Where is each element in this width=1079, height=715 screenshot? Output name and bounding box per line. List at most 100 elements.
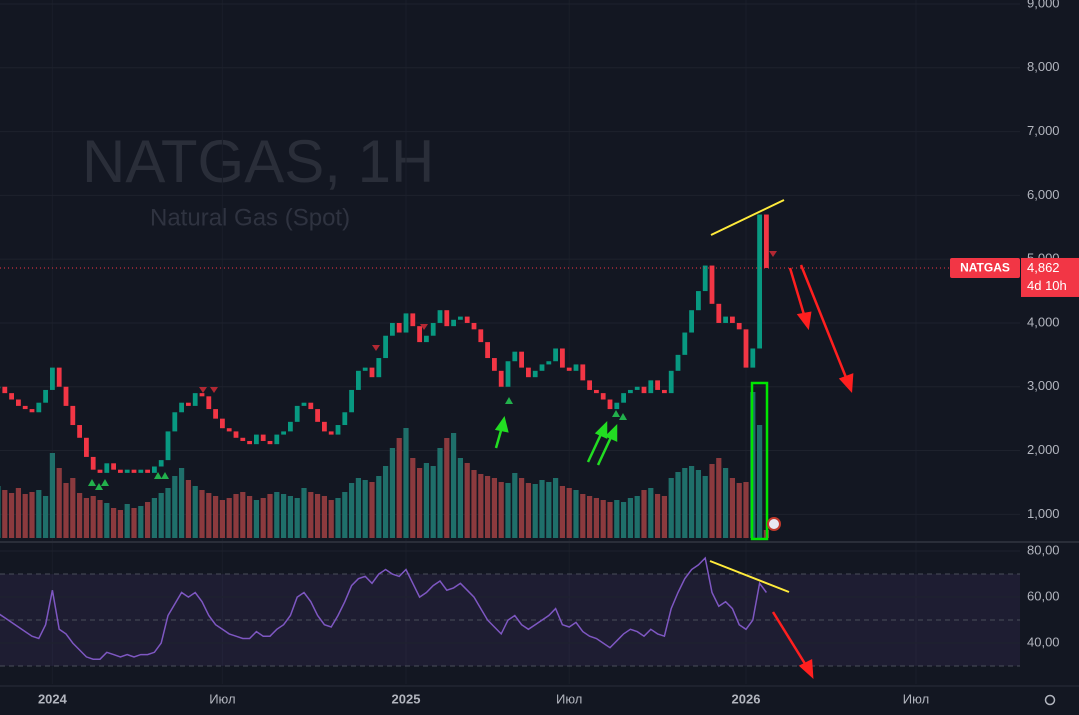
candle [750,348,756,368]
candle [478,329,484,343]
candle [22,405,28,410]
settings-icon[interactable] [1044,694,1056,706]
y-tick-label: 9,000 [1027,0,1060,10]
candle [417,326,422,343]
volume-bar [661,496,667,538]
candle [444,310,450,327]
volume-bar [573,490,579,538]
y-tick-label: 2,000 [1027,442,1060,457]
candle [43,389,48,403]
volume-bar [83,498,89,538]
volume-bar [260,498,266,538]
candle [471,322,477,330]
watermark-title: NATGAS, 1H [82,128,434,195]
arrow-head [594,420,608,439]
x-tick-label: Июл [903,691,929,706]
volume-bar [498,482,504,538]
candle [77,425,82,438]
volume-bar [165,488,171,538]
candle [63,386,69,406]
volume-bar [213,496,219,538]
volume-bar [124,504,130,538]
candle [158,460,164,467]
marker [210,387,218,393]
y-tick-label: 40,00 [1027,634,1060,649]
candle [90,456,96,470]
candle [376,358,382,378]
volume-bar [505,483,511,538]
volume-bar [199,490,205,538]
candle [70,405,76,426]
candle [124,469,130,473]
arrow [799,264,849,381]
candle [97,469,103,473]
arrow-head [838,373,854,394]
candle [689,310,694,333]
candle [451,319,456,327]
candle [199,393,205,397]
volume-bar [56,468,62,538]
y-tick-label: 80,00 [1027,542,1060,557]
candle [532,370,538,378]
signal-markers [88,397,627,490]
rsi-line [0,556,768,660]
candle [226,428,232,432]
volume-bar [355,478,361,538]
volume-bar [192,486,198,538]
candle [675,354,681,371]
candle [437,310,443,323]
candle [349,389,354,413]
arrow-head [604,423,618,442]
volume-bar [90,496,96,538]
volume-bar [471,470,477,538]
candle [390,322,395,336]
volume-bar [389,448,395,538]
volume-bar [478,474,484,538]
last-price-label: 4,862 [1027,260,1060,275]
countdown: 4d 10h [1027,278,1067,293]
volume-bar [308,492,314,538]
candle [573,364,579,371]
candle [662,389,667,394]
candle [322,421,327,432]
volume-bar [2,490,8,538]
volume-bar [417,468,423,538]
volume-bar [185,480,191,538]
volume-bar [0,486,1,538]
volume-bar [627,498,633,538]
volume-bar [274,492,280,538]
volume-bar [267,494,273,538]
volume-bar [335,498,341,538]
candle [587,380,592,390]
volume-bar [226,498,232,538]
volume-bar [70,478,76,538]
volume-bar [757,425,763,538]
candle [369,367,375,378]
volume-bar [349,483,355,538]
candle [696,291,701,311]
volume-bar [301,488,307,538]
highlight-box [750,381,769,541]
volume-bar [675,472,681,538]
volume-bar [315,494,321,538]
candle [621,393,626,403]
volume-bar [451,433,457,538]
volume-bar [253,500,259,538]
candle [260,434,266,441]
candle [600,393,606,400]
volume-bar [36,490,42,538]
candle [410,313,416,327]
badge-name-bg [950,257,1020,278]
volume-bar [151,498,157,538]
volume-bar [729,478,735,538]
volume-bar [49,453,55,538]
candle [526,367,531,378]
marker [619,413,627,420]
event-icon[interactable] [767,517,781,531]
volume-bar [716,458,722,538]
candle [233,431,239,438]
candle [614,402,620,410]
candle [172,412,178,432]
volume-bar [423,463,429,538]
volume-bar [77,493,83,538]
